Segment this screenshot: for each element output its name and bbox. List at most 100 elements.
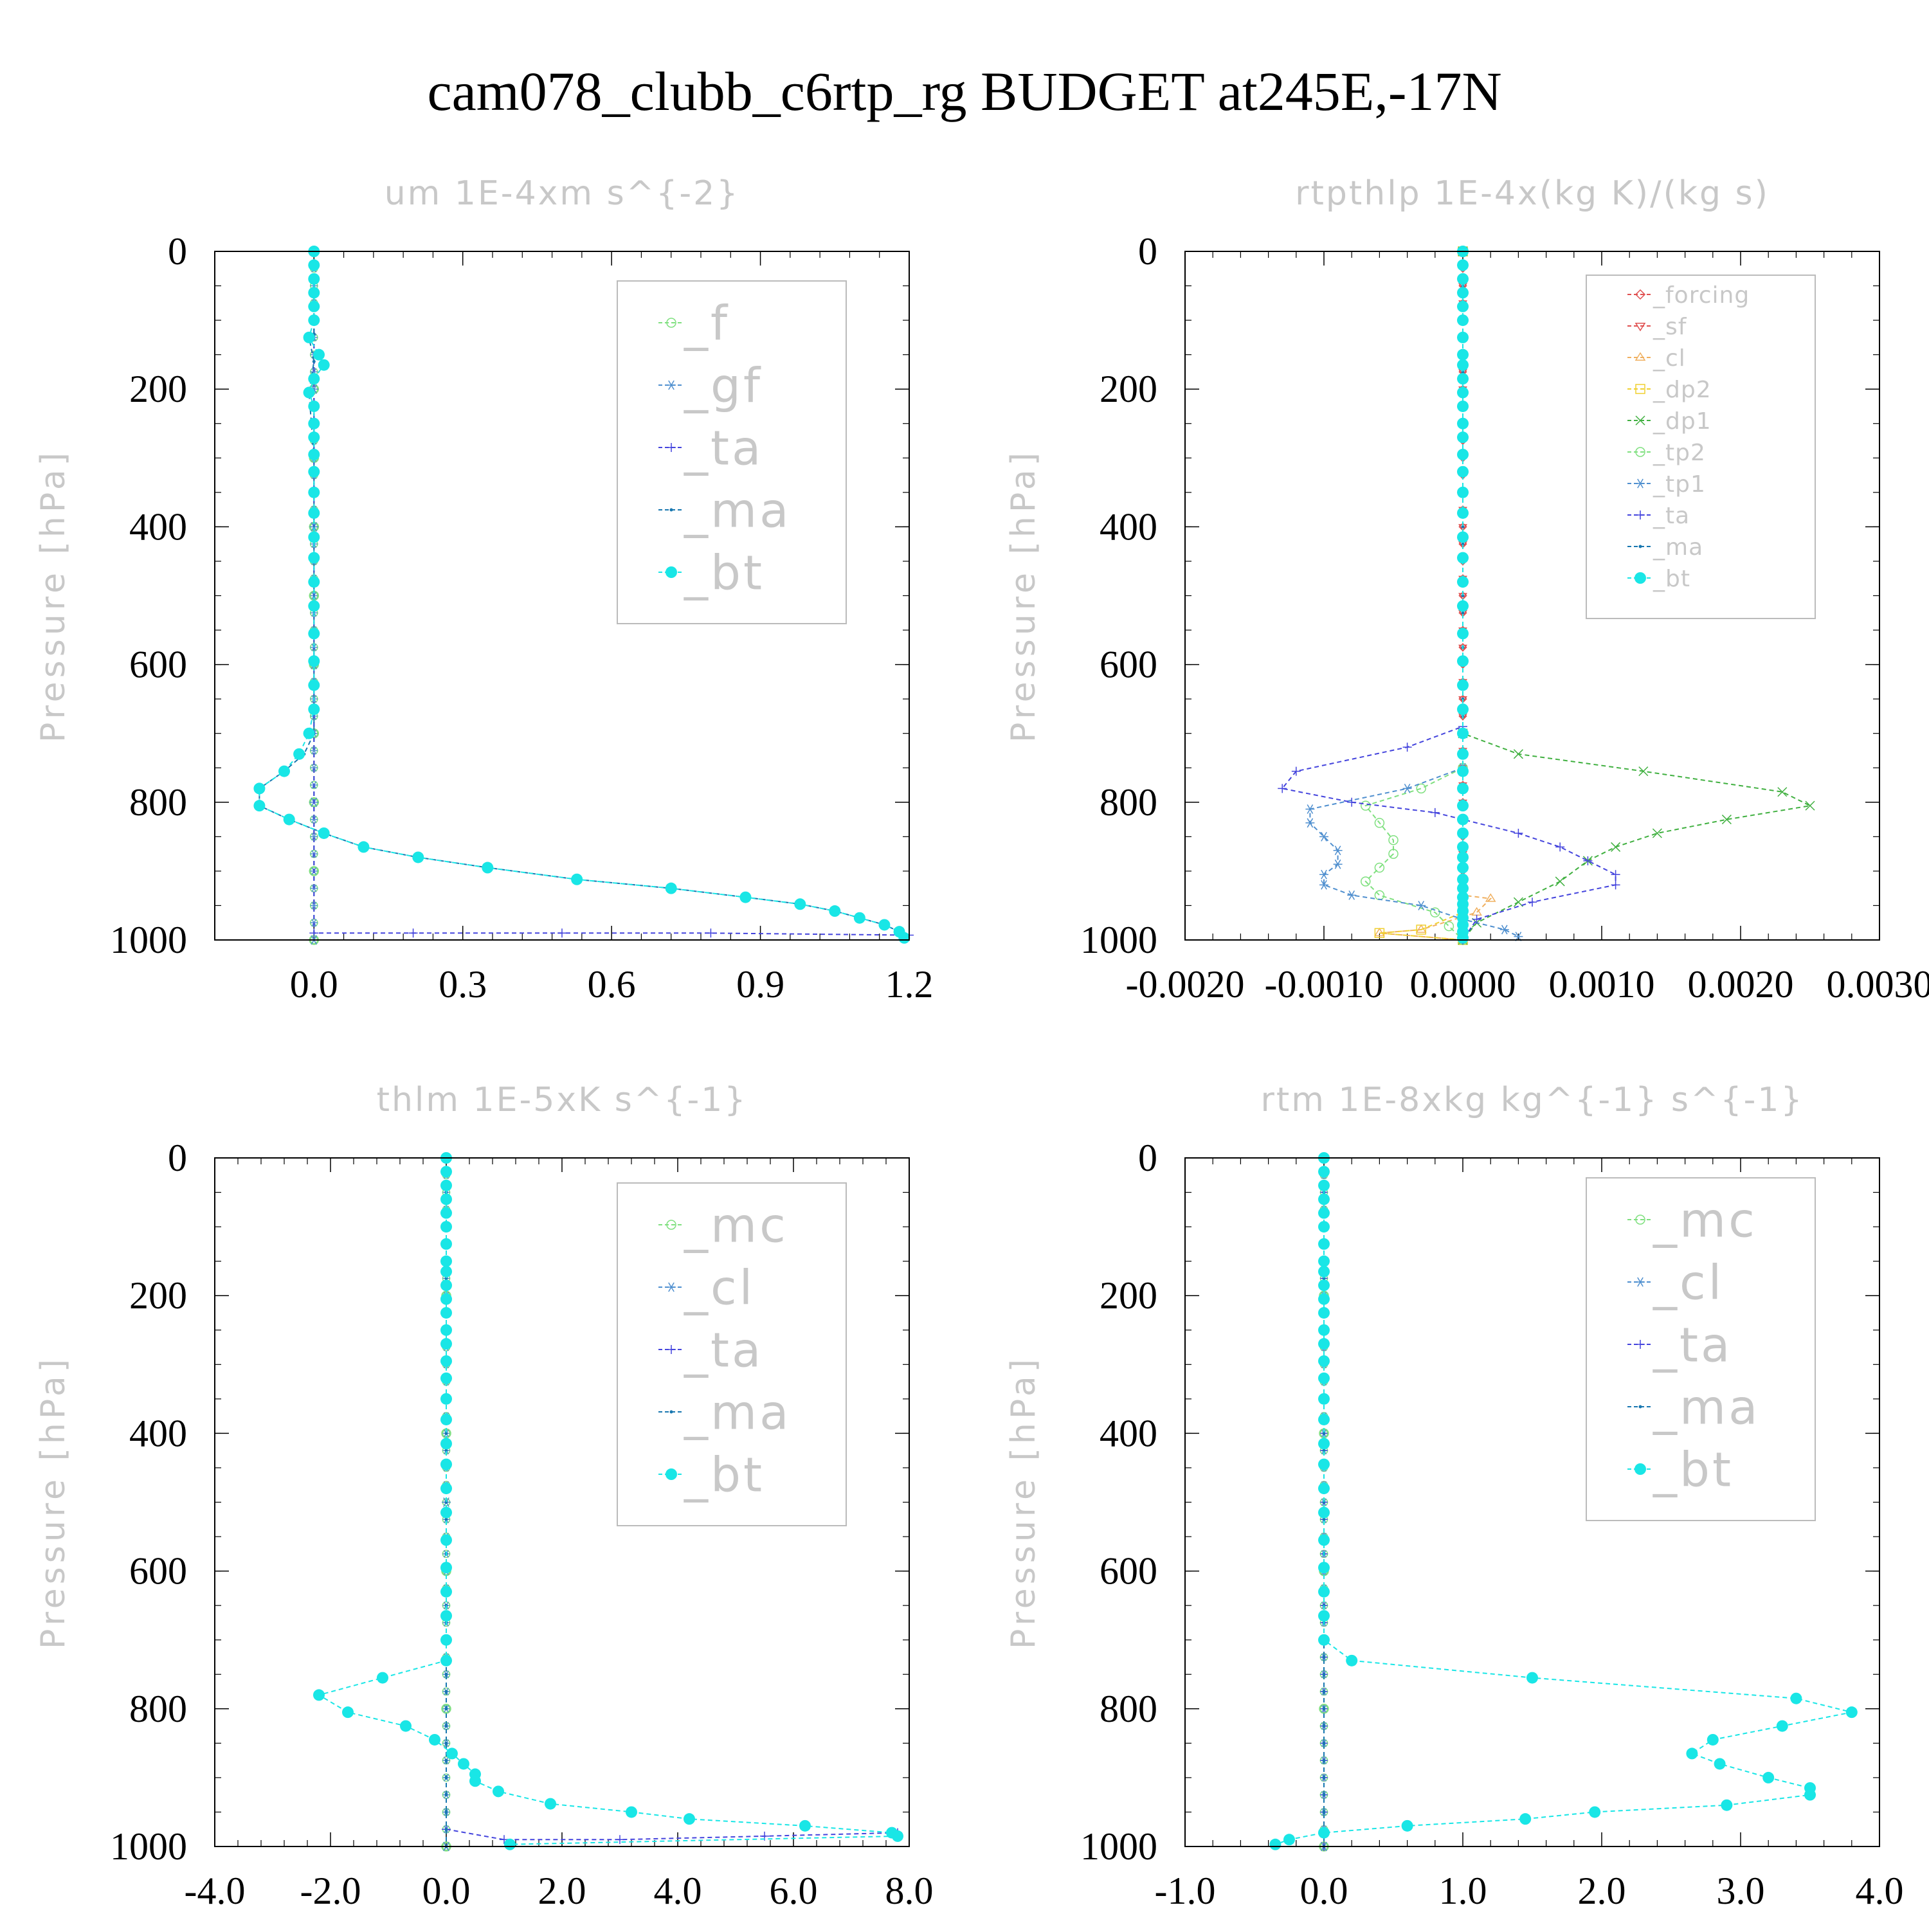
chart-panel-3: thlm 1E-5xK s^{-1}Pressure [hPa]-4.0-2.0… bbox=[34, 1081, 934, 1912]
data-point bbox=[409, 928, 418, 937]
data-point bbox=[666, 883, 677, 894]
data-point bbox=[313, 349, 325, 361]
data-point bbox=[458, 1758, 469, 1769]
legend-item-sf: _sf bbox=[1627, 314, 1687, 340]
x-tick-label: 0.3 bbox=[439, 963, 487, 1006]
data-point bbox=[308, 259, 320, 271]
legend-label: _dp1 bbox=[1653, 408, 1712, 435]
data-point bbox=[1526, 1672, 1538, 1684]
data-point bbox=[1457, 728, 1469, 739]
legend-item-mc: _mc bbox=[658, 1198, 788, 1254]
data-point bbox=[1457, 373, 1469, 384]
data-point bbox=[1762, 1772, 1774, 1783]
y-tick-label: 200 bbox=[129, 368, 187, 410]
series-bt bbox=[1457, 246, 1469, 944]
data-point bbox=[1457, 782, 1469, 794]
data-point bbox=[440, 1586, 452, 1598]
series-line bbox=[1463, 251, 1810, 940]
legend-marker bbox=[1639, 1405, 1642, 1409]
data-point bbox=[1457, 766, 1469, 777]
legend-label: _bt bbox=[1653, 1443, 1734, 1498]
data-point bbox=[1611, 870, 1620, 879]
data-point bbox=[1472, 915, 1481, 924]
legend-item-dp2: _dp2 bbox=[1627, 377, 1712, 403]
data-point bbox=[377, 1672, 388, 1684]
data-point bbox=[1346, 1655, 1357, 1666]
data-point bbox=[429, 1734, 440, 1746]
data-point bbox=[445, 1690, 448, 1693]
data-point bbox=[794, 898, 806, 910]
data-point bbox=[1318, 1193, 1330, 1205]
data-point bbox=[308, 655, 320, 667]
y-tick-label: 0 bbox=[168, 230, 187, 273]
data-point bbox=[308, 401, 320, 412]
data-point bbox=[1457, 748, 1469, 760]
data-point bbox=[445, 1810, 448, 1814]
legend-marker bbox=[1636, 510, 1645, 519]
data-point bbox=[440, 1610, 452, 1621]
legend-label: _tp2 bbox=[1653, 440, 1706, 466]
legend-marker bbox=[666, 1468, 677, 1480]
legend-label: _ma bbox=[684, 1386, 791, 1441]
data-point bbox=[1457, 800, 1469, 811]
chart-title: rtm 1E-8xkg kg^{-1} s^{-1} bbox=[1260, 1081, 1804, 1119]
series-ta bbox=[1278, 247, 1620, 944]
data-point bbox=[440, 1279, 452, 1291]
x-tick-label: 0.0 bbox=[290, 963, 338, 1006]
data-point bbox=[1318, 1534, 1330, 1546]
data-point bbox=[440, 1238, 452, 1250]
x-tick-label: 0.0 bbox=[1300, 1870, 1348, 1912]
series-line bbox=[1282, 251, 1615, 940]
legend-item-bt: _bt bbox=[1627, 566, 1690, 592]
legend-label: _mc bbox=[684, 1198, 788, 1254]
data-point bbox=[440, 1534, 452, 1546]
data-point bbox=[308, 680, 320, 691]
data-point bbox=[308, 273, 320, 285]
series-line bbox=[259, 251, 904, 938]
data-point bbox=[684, 1813, 695, 1825]
data-point bbox=[1375, 890, 1384, 899]
legend-label: _gf bbox=[684, 359, 763, 414]
series-line bbox=[319, 1158, 898, 1845]
data-point bbox=[308, 431, 320, 443]
data-point bbox=[1457, 449, 1469, 460]
data-point bbox=[898, 932, 910, 944]
y-tick-label: 200 bbox=[1100, 368, 1157, 410]
data-point bbox=[278, 766, 290, 777]
data-point bbox=[412, 851, 424, 863]
data-point bbox=[1721, 1800, 1732, 1811]
legend-marker bbox=[1636, 353, 1645, 360]
plot-frame bbox=[1185, 1158, 1879, 1846]
data-point bbox=[1283, 1834, 1295, 1845]
chart-title: um 1E-4xm s^{-2} bbox=[385, 174, 740, 213]
data-point bbox=[1457, 349, 1469, 361]
data-point bbox=[308, 287, 320, 298]
x-tick-label: 2.0 bbox=[1578, 1870, 1626, 1912]
data-point bbox=[440, 1414, 452, 1425]
data-point bbox=[400, 1720, 412, 1732]
legend-item-tp2: _tp2 bbox=[1627, 440, 1706, 466]
legend-label: _bt bbox=[684, 1448, 765, 1503]
legend-marker bbox=[1639, 545, 1642, 548]
series-ta bbox=[309, 247, 914, 940]
data-point bbox=[1457, 932, 1469, 944]
legend-label: _mc bbox=[1653, 1193, 1757, 1249]
data-point bbox=[440, 1438, 452, 1449]
data-point bbox=[1519, 1813, 1531, 1825]
legend-item-cl: _cl bbox=[658, 1261, 755, 1316]
y-tick-label: 600 bbox=[1100, 1550, 1157, 1593]
x-tick-label: 6.0 bbox=[770, 1870, 818, 1912]
data-point bbox=[1457, 600, 1469, 612]
y-tick-label: 800 bbox=[1100, 781, 1157, 824]
chart-panel-4: rtm 1E-8xkg kg^{-1} s^{-1}Pressure [hPa]… bbox=[1004, 1081, 1904, 1912]
legend-item-forcing: _forcing bbox=[1627, 282, 1750, 309]
x-tick-label: -2.0 bbox=[300, 1870, 361, 1912]
chart-title: rtpthlp 1E-4x(kg K)/(kg s) bbox=[1295, 174, 1770, 213]
data-point bbox=[493, 1785, 504, 1797]
series-tp1 bbox=[1305, 247, 1523, 941]
data-point bbox=[1318, 1307, 1330, 1319]
data-point bbox=[482, 862, 493, 874]
data-point bbox=[445, 1776, 448, 1779]
y-axis-label: Pressure [hPa] bbox=[34, 1355, 73, 1649]
data-point bbox=[1457, 401, 1469, 412]
